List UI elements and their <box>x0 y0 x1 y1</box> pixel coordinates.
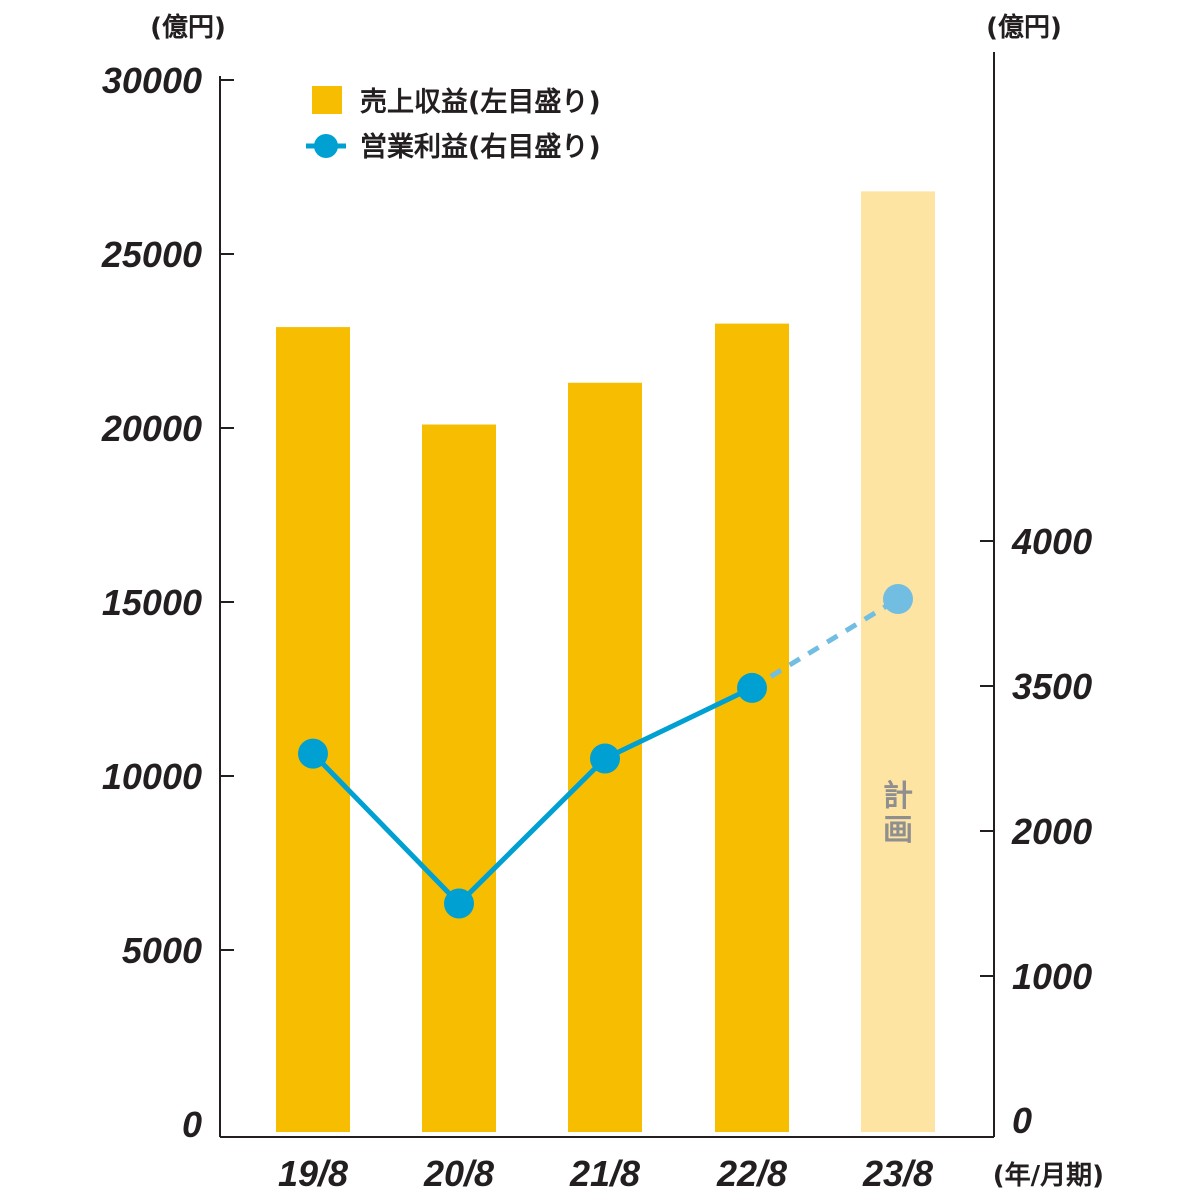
left-tick-label: 5000 <box>122 930 202 971</box>
profit-plan-line <box>750 596 900 691</box>
x-axis-unit: (年/月期) <box>993 1160 1104 1191</box>
right-tick-label: 0 <box>1012 1100 1032 1141</box>
right-tick-label: 1000 <box>1012 956 1092 997</box>
profit-point <box>590 743 620 774</box>
category-label: 19/8 <box>278 1153 348 1194</box>
legend-bar-swatch <box>312 86 342 114</box>
left-axis-unit: (億円) <box>150 13 226 43</box>
labels-layer: 0 5000 10000 15000 20000 25000 30000 0 1000 2000 3… <box>101 13 1104 1194</box>
category-label: 20/8 <box>423 1153 494 1194</box>
legend-line-marker <box>314 134 338 158</box>
right-axis-unit: (億円) <box>986 13 1062 43</box>
category-label: 23/8 <box>862 1153 933 1194</box>
plan-label: 計画 <box>883 779 913 848</box>
profit-point <box>737 672 767 703</box>
bar-19-8 <box>276 327 350 1133</box>
bar-23-8 <box>861 191 935 1133</box>
category-label: 22/8 <box>716 1153 787 1194</box>
legend-layer: 売上収益(左目盛り) 営業利益(右目盛り) <box>306 86 601 163</box>
left-tick-label: 15000 <box>102 582 202 623</box>
axes-layer <box>219 52 995 1138</box>
bar-22-8 <box>715 323 789 1133</box>
category-label: 21/8 <box>569 1153 640 1194</box>
left-tick-label: 30000 <box>102 60 202 101</box>
bar-20-8 <box>422 424 496 1132</box>
profit-line <box>311 685 754 906</box>
right-tick-label: 4000 <box>1011 521 1092 562</box>
left-tick-label: 20000 <box>101 408 202 449</box>
left-tick-label: 25000 <box>101 234 202 275</box>
right-tick-label: 2000 <box>1011 811 1092 852</box>
profit-point <box>298 738 328 769</box>
left-tick-label: 10000 <box>102 756 202 797</box>
profit-point <box>444 888 474 919</box>
right-tick-label: 3500 <box>1012 666 1092 707</box>
line-layer <box>298 584 913 919</box>
left-tick-label: 0 <box>182 1104 202 1145</box>
profit-plan-point <box>883 584 913 614</box>
legend-bar-label: 売上収益(左目盛り) <box>360 87 601 118</box>
legend-line-label: 営業利益(右目盛り) <box>360 131 601 163</box>
bars-layer: 計画 <box>276 191 935 1133</box>
